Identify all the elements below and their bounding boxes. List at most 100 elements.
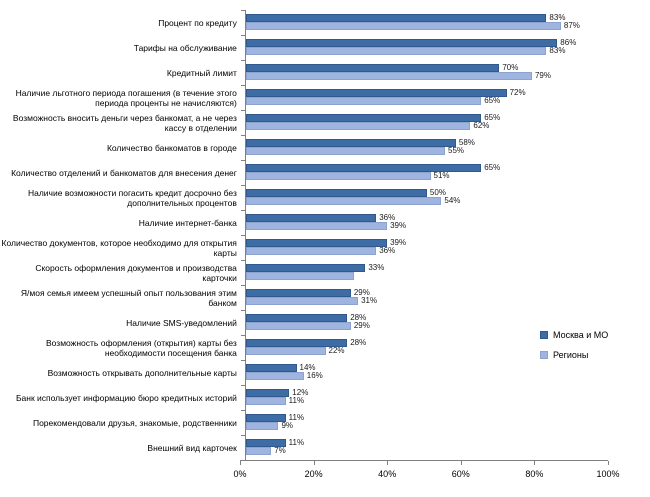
bar-line: 29% xyxy=(245,321,608,330)
value-label: 33% xyxy=(368,263,385,272)
axis-tick xyxy=(240,10,246,11)
bar-line: 16% xyxy=(245,371,608,380)
bar-regions xyxy=(245,97,482,105)
bar-regions xyxy=(245,197,442,205)
bar-line xyxy=(245,272,608,280)
bar-moscow-mo xyxy=(245,389,290,397)
plot-cell: 50% 54% xyxy=(240,185,608,210)
category-label: Я/моя семья имеем успешный опыт пользова… xyxy=(20,287,237,308)
bar-line: 11% xyxy=(245,413,608,422)
bar-line: 72% xyxy=(245,89,608,97)
bar-line: 86% xyxy=(245,39,608,47)
value-label: 65% xyxy=(484,163,501,172)
bar-regions xyxy=(245,297,359,305)
chart-row: Банк использует информацию бюро кредитны… xyxy=(0,385,608,410)
bar-regions xyxy=(245,222,388,230)
plot-cell: 28% 29% xyxy=(240,310,608,335)
bar-line: 14% xyxy=(245,364,608,372)
plot-cell: 72% 65% xyxy=(240,85,608,110)
chart-row: Я/моя семья имеем успешный опыт пользова… xyxy=(0,285,608,310)
value-label: 54% xyxy=(444,196,461,205)
value-label: 58% xyxy=(458,138,475,147)
chart-row: Наличие возможности погасить кредит доср… xyxy=(0,185,608,210)
plot-cell: 65% 51% xyxy=(240,160,608,185)
category-label: Процент по кредиту xyxy=(158,17,237,28)
plot-cell: 14% 16% xyxy=(240,360,608,385)
category-label: Возможность оформления (открытия) карты … xyxy=(46,337,237,358)
chart-rows: Процент по кредиту 83% 87% Тарифы на обслуж… xyxy=(0,10,608,460)
bar-line: 83% xyxy=(245,14,608,22)
bar-line: 65% xyxy=(245,163,608,172)
category-label: Количество банкоматов в городе xyxy=(106,142,237,153)
bar-regions xyxy=(245,322,351,330)
category-label: Количество документов, которое необходим… xyxy=(1,237,237,258)
chart-row: Процент по кредиту 83% 87% xyxy=(0,10,608,35)
chart-row: Порекомендовали друзья, знакомые, родств… xyxy=(0,410,608,435)
chart-row: Скорость оформления документов и произво… xyxy=(0,260,608,285)
chart-row: Тарифы на обслуживание 86% 83% xyxy=(0,35,608,60)
value-label: 36% xyxy=(379,246,396,255)
chart-row: Количество отделений и банкоматов для вн… xyxy=(0,160,608,185)
x-axis: 0% 20% 40% 60% 80% 100% xyxy=(233,460,620,487)
value-label: 11% xyxy=(288,438,305,447)
axis-tick xyxy=(240,60,246,61)
category-label: Наличие льготного периода погашения (в т… xyxy=(15,87,237,108)
bar-line: 29% xyxy=(245,289,608,297)
chart-row: Наличие интернет-банка 36% 39% xyxy=(0,210,608,235)
plot-cell: 39% 36% xyxy=(240,235,608,260)
legend-label-moscow-mo: Москва и МО xyxy=(553,330,609,340)
category-label: Банк использует информацию бюро кредитны… xyxy=(15,392,237,403)
axis-tick xyxy=(240,410,246,411)
value-label: 9% xyxy=(281,421,293,430)
value-label: 83% xyxy=(549,46,566,55)
bar-line: 50% xyxy=(245,189,608,197)
bar-regions xyxy=(245,447,272,455)
value-label: 51% xyxy=(433,171,450,180)
axis-tick xyxy=(240,360,246,361)
bar-regions xyxy=(245,247,377,255)
value-label: 31% xyxy=(361,296,378,305)
chart-row: Возможность оформления (открытия) карты … xyxy=(0,335,608,360)
bar-regions xyxy=(245,397,286,405)
bar-line: 28% xyxy=(245,339,608,347)
bar-line: 83% xyxy=(245,46,608,55)
bar-moscow-mo xyxy=(245,189,427,197)
bar-line: 22% xyxy=(245,347,608,355)
bar-line: 55% xyxy=(245,146,608,155)
value-label: 28% xyxy=(350,313,367,322)
plot-cell: 36% 39% xyxy=(240,210,608,235)
value-label: 16% xyxy=(306,371,323,380)
value-label: 11% xyxy=(288,396,305,405)
legend-marker-moscow-mo-icon xyxy=(540,331,548,339)
x-axis-tick xyxy=(534,461,536,465)
plot-cell: 86% 83% xyxy=(240,35,608,60)
value-label: 62% xyxy=(473,121,490,130)
value-label: 87% xyxy=(563,21,580,30)
axis-tick xyxy=(240,185,246,186)
legend: Москва и МО Регионы xyxy=(540,330,608,370)
axis-tick xyxy=(240,210,246,211)
category-label: Наличие возможности погасить кредит доср… xyxy=(27,187,237,208)
plot-cell: 12% 11% xyxy=(240,385,608,410)
x-axis-tick-label: 0% xyxy=(233,469,247,479)
x-axis-tick-label: 20% xyxy=(304,469,323,479)
chart-row: Наличие SMS-уведомлений 28% 29% xyxy=(0,310,608,335)
bar-line: 70% xyxy=(245,64,608,72)
plot-cell: 11% 9% xyxy=(240,410,608,435)
bar-line: 36% xyxy=(245,214,608,222)
x-axis-tick xyxy=(608,461,609,465)
bar-line: 33% xyxy=(245,263,608,272)
value-label: 29% xyxy=(353,321,370,330)
axis-tick xyxy=(240,110,246,111)
plot-cell: 28% 22% xyxy=(240,335,608,360)
bar-line: 12% xyxy=(245,389,608,397)
bar-line: 51% xyxy=(245,171,608,180)
x-axis-tick-label: 100% xyxy=(596,469,620,479)
plot-cell: 11% 7% xyxy=(240,435,608,460)
category-label: Количество отделений и банкоматов для вн… xyxy=(11,167,237,178)
value-label: 55% xyxy=(448,146,465,155)
axis-tick xyxy=(240,235,246,236)
value-label: 79% xyxy=(534,71,551,80)
chart-row: Внешний вид карточек 11% 7% xyxy=(0,435,608,460)
value-label: 11% xyxy=(288,413,305,422)
